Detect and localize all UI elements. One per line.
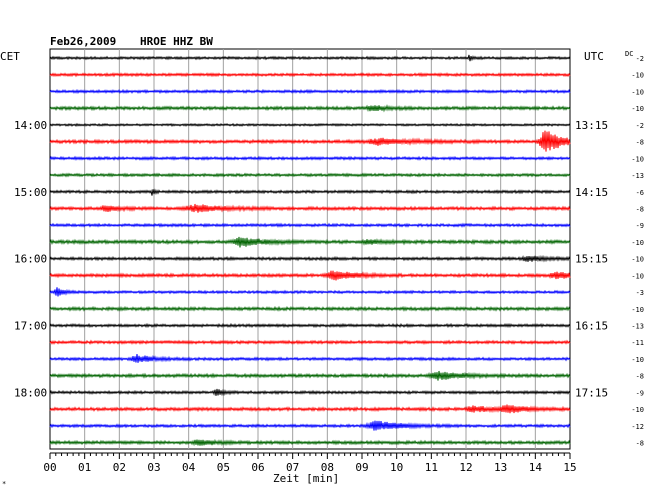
trace-2 bbox=[49, 88, 571, 95]
dc-offset-label: -2 bbox=[636, 122, 644, 130]
left-hour-label: 16:00 bbox=[14, 253, 47, 266]
x-tick-label: 00 bbox=[43, 461, 56, 474]
x-tick-label: 04 bbox=[182, 461, 196, 474]
right-hour-label: 16:15 bbox=[575, 320, 608, 333]
trace-6 bbox=[49, 155, 571, 161]
x-tick-label: 01 bbox=[78, 461, 91, 474]
station-label: HROE HHZ BW bbox=[140, 35, 213, 48]
x-axis: 00 01 02 03 04 05 06 07 08 09 10 11 12 13 14 15 bbox=[43, 452, 577, 474]
trace-1 bbox=[49, 72, 571, 78]
trace-13 bbox=[49, 270, 571, 281]
dc-offset-label: -12 bbox=[631, 423, 644, 431]
x-axis-label: Zeit [min] bbox=[273, 472, 339, 485]
x-tick-label: 06 bbox=[251, 461, 264, 474]
x-tick-label: 07 bbox=[286, 461, 299, 474]
left-hour-label: 14:00 bbox=[14, 119, 47, 132]
corner-mark: * bbox=[2, 480, 6, 488]
dc-offset-label: -10 bbox=[631, 406, 644, 414]
dc-offset-label: -10 bbox=[631, 72, 644, 80]
x-tick-label: 10 bbox=[390, 461, 403, 474]
left-zone-label: CET bbox=[0, 50, 20, 63]
dc-offset-label: -10 bbox=[631, 356, 644, 364]
dc-offset-label: -9 bbox=[636, 222, 644, 230]
x-tick-label: 11 bbox=[425, 461, 438, 474]
dc-offset-label: -13 bbox=[631, 172, 644, 180]
x-tick-label: 09 bbox=[355, 461, 368, 474]
trace-22 bbox=[49, 420, 571, 431]
dc-offset-label: -10 bbox=[631, 256, 644, 264]
left-hour-label: 17:00 bbox=[14, 320, 47, 333]
x-tick-label: 02 bbox=[113, 461, 126, 474]
x-tick-label: 14 bbox=[529, 461, 543, 474]
x-tick-label: 03 bbox=[147, 461, 160, 474]
trace-23 bbox=[49, 438, 571, 447]
trace-12 bbox=[49, 254, 571, 263]
x-tick-label: 12 bbox=[459, 461, 472, 474]
date-label: Feb26,2009 bbox=[50, 35, 116, 48]
left-hour-label: 18:00 bbox=[14, 386, 47, 399]
dc-offset-label: -11 bbox=[631, 339, 644, 347]
trace-19 bbox=[49, 370, 571, 381]
dc-offset-label: -13 bbox=[631, 323, 644, 331]
trace-7 bbox=[49, 172, 571, 178]
dc-offset-label: -2 bbox=[636, 55, 644, 63]
right-hour-label: 14:15 bbox=[575, 186, 608, 199]
x-tick-label: 15 bbox=[563, 461, 576, 474]
right-hour-label: 15:15 bbox=[575, 253, 608, 266]
x-tick-label: 08 bbox=[321, 461, 334, 474]
dc-offset-label: -10 bbox=[631, 88, 644, 96]
dc-offset-label: -10 bbox=[631, 239, 644, 247]
trace-10 bbox=[49, 222, 571, 228]
trace-0 bbox=[49, 54, 571, 62]
dc-offset-label: -10 bbox=[631, 306, 644, 314]
dc-offset-label: -9 bbox=[636, 389, 644, 397]
trace-15 bbox=[49, 305, 571, 312]
x-tick-label: 13 bbox=[494, 461, 507, 474]
trace-4 bbox=[49, 122, 571, 127]
trace-5 bbox=[49, 130, 571, 152]
right-hour-label: 13:15 bbox=[575, 119, 608, 132]
trace-16 bbox=[49, 322, 571, 329]
right-zone-label: UTC bbox=[584, 50, 604, 63]
labels: Feb26,2009 HROE HHZ BW CET UTC DC Zeit [… bbox=[0, 35, 644, 488]
left-hour-label: 15:00 bbox=[14, 186, 47, 199]
trace-9 bbox=[49, 203, 571, 213]
dc-offset-label: -8 bbox=[636, 139, 644, 147]
dc-offset-label: -8 bbox=[636, 205, 644, 213]
plot-frame bbox=[49, 48, 571, 450]
dc-offset-label: -6 bbox=[636, 189, 644, 197]
trace-18 bbox=[49, 353, 571, 363]
dc-offset-label: -8 bbox=[636, 440, 644, 448]
dc-label: DC bbox=[625, 50, 633, 58]
trace-3 bbox=[49, 104, 571, 113]
dc-offset-label: -10 bbox=[631, 155, 644, 163]
dc-offset-label: -3 bbox=[636, 289, 644, 297]
dc-offset-label: -10 bbox=[631, 105, 644, 113]
trace-21 bbox=[49, 404, 571, 414]
trace-8 bbox=[49, 188, 571, 196]
traces bbox=[49, 54, 571, 447]
right-hour-label: 17:15 bbox=[575, 386, 608, 399]
dc-offset-label: -10 bbox=[631, 272, 644, 280]
trace-14 bbox=[49, 287, 571, 297]
dc-offset-label: -8 bbox=[636, 373, 644, 381]
grid bbox=[49, 48, 571, 450]
trace-20 bbox=[49, 388, 571, 397]
trace-11 bbox=[49, 236, 571, 248]
x-tick-label: 05 bbox=[217, 461, 230, 474]
trace-17 bbox=[49, 339, 571, 345]
